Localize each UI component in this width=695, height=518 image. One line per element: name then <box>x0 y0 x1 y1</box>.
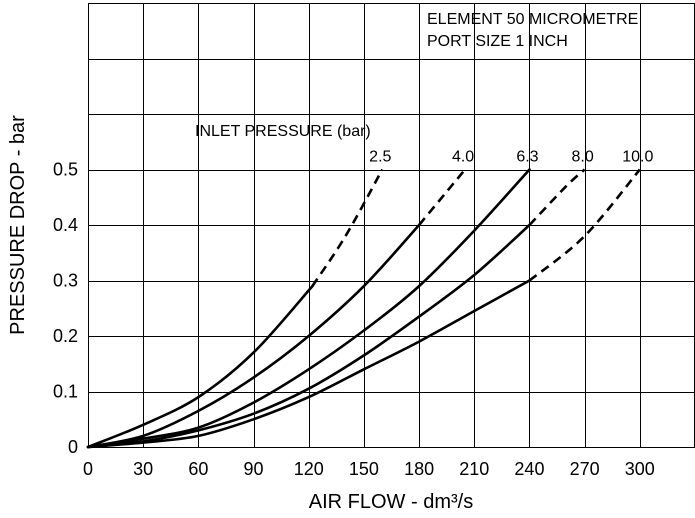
x-tick-label: 270 <box>570 459 600 479</box>
y-tick-label: 0.2 <box>53 326 78 346</box>
y-tick-label: 0.1 <box>53 382 78 402</box>
curves <box>86 168 641 449</box>
legend-title: INLET PRESSURE (bar) <box>195 123 371 140</box>
series-label: 8.0 <box>572 149 594 166</box>
curve-extrapolated-10.0 <box>528 168 641 282</box>
x-tick-label: 240 <box>514 459 544 479</box>
curve-8.0 <box>86 223 531 449</box>
y-tick-label: 0.3 <box>53 271 78 291</box>
curve-2.5 <box>86 284 314 449</box>
y-tick-label: 0.5 <box>53 160 78 180</box>
x-tick-label: 300 <box>625 459 655 479</box>
x-tick-label: 0 <box>83 459 93 479</box>
x-tick-label: 150 <box>349 459 379 479</box>
x-tick-label: 90 <box>244 459 264 479</box>
curve-extrapolated-8.0 <box>528 168 586 226</box>
x-tick-label: 180 <box>404 459 434 479</box>
y-axis-title: PRESSURE DROP - bar <box>7 115 29 335</box>
x-tick-label: 60 <box>188 459 208 479</box>
curve-4.0 <box>86 223 421 449</box>
curve-extrapolated-4.0 <box>418 168 467 226</box>
series-label: 2.5 <box>369 149 391 166</box>
labels: 0 30 60 90 120 150 180 210 240 270 300 0 0.1 0.2 0.3 0.… <box>7 11 655 513</box>
x-tick-label: 210 <box>459 459 489 479</box>
x-tick-label: 120 <box>294 459 324 479</box>
annotation-element: ELEMENT 50 MICROMETRE <box>427 11 638 28</box>
x-axis-title: AIR FLOW - dm³/s <box>309 491 473 513</box>
annotation-port-size: PORT SIZE 1 INCH <box>427 33 568 50</box>
series-label: 10.0 <box>622 149 653 166</box>
y-tick-label: 0.4 <box>53 215 78 235</box>
series-label: 4.0 <box>452 149 474 166</box>
x-tick-label: 30 <box>133 459 153 479</box>
y-tick-label: 0 <box>68 437 78 457</box>
curve-10.0 <box>86 279 531 449</box>
curve-6.3 <box>86 168 531 449</box>
series-label: 6.3 <box>516 149 538 166</box>
curve-extrapolated-2.5 <box>311 168 384 287</box>
grid <box>88 3 695 448</box>
